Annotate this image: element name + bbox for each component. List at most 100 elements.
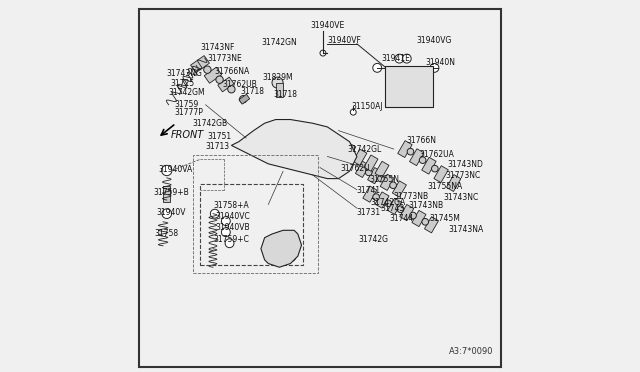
Text: 31742G: 31742G (359, 235, 388, 244)
Bar (434, 166, 448, 183)
Circle shape (378, 175, 384, 182)
Bar (397, 141, 412, 157)
Text: 31762UA: 31762UA (419, 150, 454, 159)
Text: 31741: 31741 (356, 186, 380, 195)
Text: 31743NB: 31743NB (408, 201, 444, 210)
Circle shape (431, 165, 438, 172)
Text: 31941E: 31941E (381, 54, 410, 63)
Text: FRONT: FRONT (170, 130, 204, 140)
Bar (400, 205, 414, 221)
Text: 31718: 31718 (274, 90, 298, 99)
FancyBboxPatch shape (139, 9, 501, 367)
Bar (447, 174, 461, 192)
Text: 31743NG: 31743NG (167, 69, 203, 78)
Circle shape (162, 209, 172, 218)
Circle shape (390, 182, 396, 189)
Bar (380, 174, 394, 190)
Text: 31150AJ: 31150AJ (351, 102, 383, 111)
Text: 31742GA: 31742GA (371, 198, 406, 207)
Bar (355, 161, 369, 177)
Polygon shape (232, 119, 357, 179)
Circle shape (320, 50, 326, 56)
Circle shape (350, 109, 356, 115)
Bar (422, 157, 436, 174)
Text: 31759+C: 31759+C (213, 235, 249, 244)
Text: 31728: 31728 (275, 243, 299, 251)
Bar (367, 167, 381, 184)
Circle shape (239, 96, 247, 103)
Circle shape (372, 194, 380, 201)
Text: 31762UB: 31762UB (222, 80, 257, 89)
Text: 31743NC: 31743NC (444, 193, 479, 202)
Bar (276, 83, 283, 97)
Text: 31758+A: 31758+A (213, 201, 249, 210)
Text: 31766N: 31766N (407, 137, 436, 145)
Circle shape (274, 232, 285, 243)
Bar (191, 55, 209, 73)
Text: 31759: 31759 (174, 100, 198, 109)
Circle shape (422, 218, 429, 225)
Text: 31743NA: 31743NA (449, 225, 484, 234)
Circle shape (272, 77, 283, 88)
Bar (342, 143, 356, 159)
Bar (363, 186, 377, 202)
Text: 31731: 31731 (356, 208, 380, 217)
Circle shape (211, 209, 220, 218)
Circle shape (285, 232, 296, 243)
Text: 31725: 31725 (170, 79, 195, 88)
Text: 31773NC: 31773NC (445, 171, 481, 180)
Circle shape (365, 169, 372, 176)
Text: 31718: 31718 (241, 87, 264, 96)
Text: 31940VA: 31940VA (158, 165, 193, 174)
Circle shape (204, 66, 211, 73)
Circle shape (372, 63, 381, 72)
Text: 31762U: 31762U (340, 164, 370, 173)
Text: 31742GN: 31742GN (261, 38, 297, 47)
Bar (388, 198, 402, 214)
Bar (424, 217, 438, 233)
Circle shape (407, 148, 414, 155)
Text: 31743ND: 31743ND (447, 160, 483, 169)
Text: 31744: 31744 (389, 214, 413, 223)
Circle shape (397, 206, 404, 212)
Bar (375, 161, 389, 177)
Text: A3:7*0090: A3:7*0090 (449, 347, 493, 356)
Text: 31743: 31743 (380, 204, 404, 214)
Circle shape (419, 157, 426, 163)
Circle shape (221, 217, 230, 225)
Text: 31940N: 31940N (425, 58, 455, 67)
Circle shape (221, 228, 230, 237)
Circle shape (225, 239, 234, 248)
Text: 31751: 31751 (207, 132, 232, 141)
Circle shape (285, 251, 296, 262)
Circle shape (162, 165, 172, 176)
Bar (239, 94, 250, 104)
Text: 31743NF: 31743NF (200, 43, 234, 52)
Text: 31940V: 31940V (157, 208, 186, 217)
Text: 31940VB: 31940VB (216, 223, 250, 232)
Circle shape (228, 86, 235, 93)
Text: 31940VG: 31940VG (416, 36, 451, 45)
Text: 31745M: 31745M (429, 214, 460, 223)
Circle shape (410, 212, 417, 219)
Text: 31940VE: 31940VE (311, 21, 345, 30)
Text: 31773NB: 31773NB (394, 192, 429, 201)
Bar (392, 181, 406, 197)
Text: 31742GL: 31742GL (348, 145, 382, 154)
Text: 31773NE: 31773NE (207, 54, 242, 63)
Text: 31766NA: 31766NA (215, 67, 250, 76)
Bar (364, 155, 378, 171)
Bar (218, 77, 234, 92)
Circle shape (385, 200, 392, 207)
FancyBboxPatch shape (385, 66, 433, 107)
Bar (375, 192, 389, 208)
Text: 31758: 31758 (155, 229, 179, 238)
Text: 31777P: 31777P (174, 108, 203, 118)
Text: 31940VC: 31940VC (216, 212, 251, 221)
Text: 31713: 31713 (205, 142, 230, 151)
Bar (353, 149, 367, 165)
Circle shape (395, 54, 404, 63)
Circle shape (403, 54, 411, 63)
Text: 31742GM: 31742GM (168, 89, 205, 97)
Bar (163, 186, 170, 202)
